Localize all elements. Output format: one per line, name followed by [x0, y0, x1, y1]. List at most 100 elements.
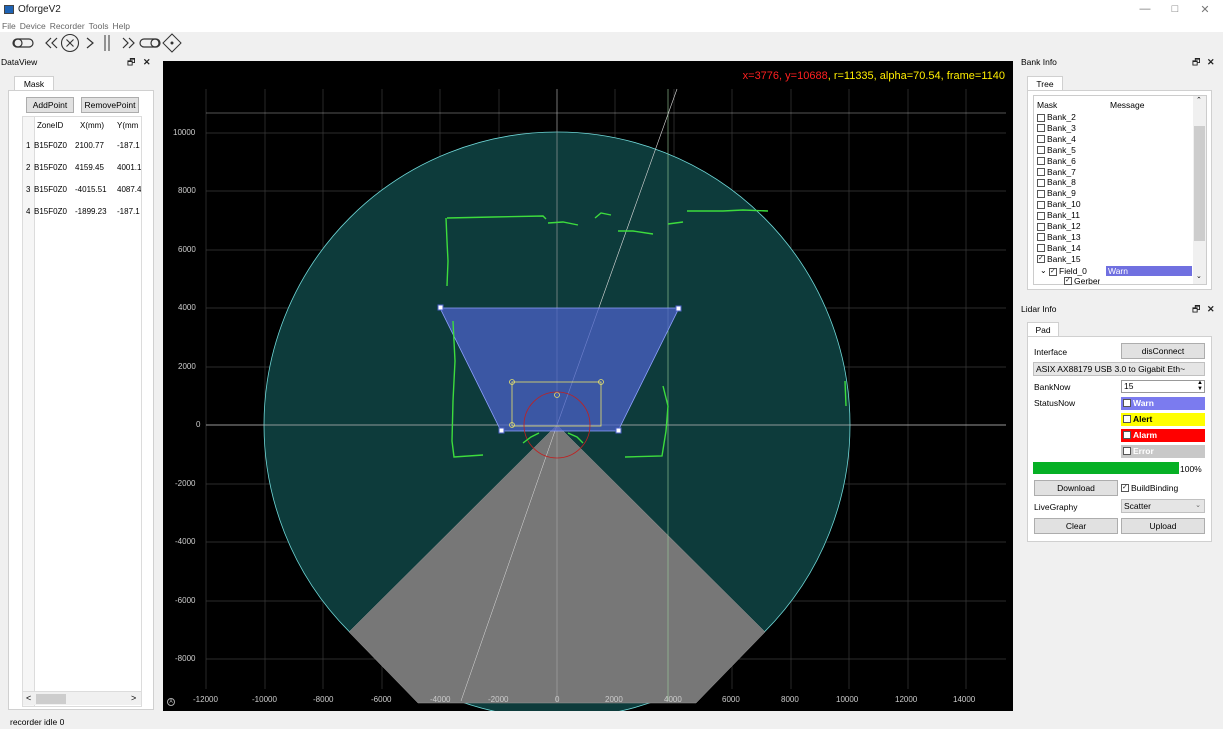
menu-help[interactable]: Help [112, 21, 130, 31]
stop-icon[interactable] [58, 33, 82, 53]
tree-item-bank[interactable]: Bank_15 [1037, 254, 1081, 264]
table-cell[interactable]: 4001.1 [117, 163, 141, 172]
upload-button[interactable]: Upload [1121, 518, 1205, 534]
lidar-plot[interactable]: x=3776, y=10688, r=11335, alpha=70.54, f… [163, 61, 1013, 711]
tree-item-bank[interactable]: Bank_11 [1037, 211, 1080, 220]
minimize-button[interactable]: — [1139, 3, 1151, 15]
tree-item-bank[interactable]: Bank_5 [1037, 145, 1076, 155]
clear-button[interactable]: Clear [1034, 518, 1118, 534]
bank-checkbox[interactable] [1037, 113, 1045, 122]
banknow-spinbox[interactable]: 15 ▲ ▼ [1121, 380, 1205, 393]
toggle-left-icon[interactable] [8, 34, 38, 52]
tab-mask[interactable]: Mask [14, 76, 54, 91]
status-alert[interactable]: Alert [1121, 413, 1205, 426]
bank-checkbox[interactable] [1037, 168, 1045, 176]
bank-checkbox[interactable] [1037, 200, 1045, 209]
add-point-button[interactable]: AddPoint [26, 97, 74, 113]
tree-item-bank[interactable]: Bank_3 [1037, 123, 1076, 133]
tree-item-bank[interactable]: Bank_7 [1037, 167, 1076, 177]
bank-checkbox[interactable] [1037, 254, 1045, 264]
table-cell[interactable]: B15F0Z0 [34, 207, 67, 216]
status-alarm[interactable]: Alarm [1121, 429, 1205, 442]
tree-item-bank[interactable]: Bank_14 [1037, 243, 1081, 253]
column-header[interactable]: Y(mm [117, 121, 139, 130]
float-icon[interactable]: 🗗 [1192, 57, 1201, 67]
scrollbar-thumb[interactable] [1194, 126, 1205, 241]
table-cell[interactable]: -4015.51 [75, 185, 107, 194]
bank-checkbox[interactable] [1037, 135, 1045, 144]
buildbinding-check[interactable] [1121, 483, 1129, 492]
tree-item-bank[interactable]: Bank_8 [1037, 178, 1076, 187]
child-checkbox[interactable] [1064, 277, 1072, 285]
warn-checkbox[interactable] [1123, 399, 1131, 407]
scroll-right-icon[interactable]: > [131, 693, 137, 703]
table-cell[interactable]: 4087.4 [117, 185, 141, 194]
tree-item-bank[interactable]: Bank_10 [1037, 200, 1081, 209]
bank-checkbox[interactable] [1037, 178, 1045, 187]
spin-arrows-icon[interactable]: ▲ ▼ [1197, 380, 1203, 392]
autoscale-icon[interactable]: A [167, 698, 175, 706]
status-warn[interactable]: Warn [1121, 397, 1205, 410]
diamond-crosshair-icon[interactable] [160, 33, 184, 53]
chevron-up-icon[interactable]: ⌃ [1196, 97, 1202, 104]
livegraphy-select[interactable]: Scatter ⌄ [1121, 499, 1205, 513]
maximize-button[interactable]: □ [1171, 3, 1179, 15]
table-cell[interactable]: -1899.23 [75, 207, 107, 216]
column-header[interactable]: ZoneID [37, 121, 64, 130]
menu-device[interactable]: Device [19, 21, 46, 31]
tree-scrollbar[interactable]: ⌃ ⌄ [1193, 96, 1206, 284]
bank-checkbox[interactable] [1037, 222, 1045, 231]
close-button[interactable]: ✕ [1200, 4, 1210, 16]
download-button[interactable]: Download [1034, 480, 1118, 496]
float-icon[interactable]: 🗗 [1192, 304, 1201, 314]
inner-zone-handles[interactable] [509, 379, 604, 428]
column-header[interactable]: Mask [1037, 100, 1058, 110]
remove-point-button[interactable]: RemovePoint [81, 97, 139, 113]
bank-checkbox[interactable] [1037, 211, 1045, 220]
rewind-icon[interactable] [40, 34, 62, 52]
tab-pad[interactable]: Pad [1027, 322, 1059, 337]
play-icon[interactable] [82, 34, 98, 52]
tree-item-bank[interactable]: Bank_13 [1037, 232, 1081, 242]
float-icon[interactable]: 🗗 [127, 57, 136, 67]
inner-zone[interactable] [511, 381, 602, 427]
alarm-checkbox[interactable] [1123, 431, 1131, 439]
close-icon[interactable]: ✕ [1207, 304, 1215, 314]
tab-tree[interactable]: Tree [1027, 76, 1063, 91]
table-cell[interactable]: B15F0Z0 [34, 141, 67, 150]
table-cell[interactable]: -187.1 [117, 207, 140, 216]
zone-handles[interactable] [437, 304, 682, 434]
bank-checkbox[interactable] [1037, 233, 1045, 242]
alert-checkbox[interactable] [1123, 415, 1131, 423]
tree-item-field[interactable]: Field_0 [1049, 267, 1087, 276]
bank-checkbox[interactable] [1037, 157, 1045, 166]
table-cell[interactable]: 4159.45 [75, 163, 104, 172]
bank-tree[interactable] [1033, 95, 1207, 285]
table-cell[interactable]: B15F0Z0 [34, 185, 67, 194]
table-cell[interactable]: -187.1 [117, 141, 140, 150]
column-header[interactable]: Message [1110, 100, 1145, 110]
chevron-down-icon[interactable]: ⌄ [1040, 266, 1047, 275]
fast-forward-icon[interactable] [118, 34, 140, 52]
chevron-down-icon[interactable]: ⌄ [1196, 273, 1202, 280]
interface-select[interactable]: ASIX AX88179 USB 3.0 to Gigabit Eth~ [1033, 362, 1205, 376]
table-cell[interactable]: B15F0Z0 [34, 163, 67, 172]
bank-checkbox[interactable] [1037, 189, 1045, 198]
tree-item-bank[interactable]: Bank_9 [1037, 189, 1076, 198]
pause-icon[interactable] [100, 34, 114, 52]
status-error[interactable]: Error [1121, 445, 1205, 458]
scroll-left-icon[interactable]: < [26, 693, 32, 703]
scrollbar-thumb[interactable] [36, 694, 66, 704]
bank-checkbox[interactable] [1037, 124, 1045, 133]
close-icon[interactable]: ✕ [143, 57, 151, 67]
menu-recorder[interactable]: Recorder [49, 21, 85, 31]
tree-item-bank[interactable]: Bank_6 [1037, 156, 1076, 166]
table-cell[interactable]: 2100.77 [75, 141, 104, 150]
toggle-right-icon[interactable] [138, 34, 162, 52]
menu-tools[interactable]: Tools [88, 21, 109, 31]
tree-item-bank[interactable]: Bank_4 [1037, 134, 1076, 144]
horizontal-scrollbar[interactable]: < > [23, 691, 141, 705]
error-checkbox[interactable] [1123, 447, 1131, 455]
close-icon[interactable]: ✕ [1207, 57, 1215, 67]
tree-item-child[interactable]: Gerber [1064, 277, 1100, 285]
